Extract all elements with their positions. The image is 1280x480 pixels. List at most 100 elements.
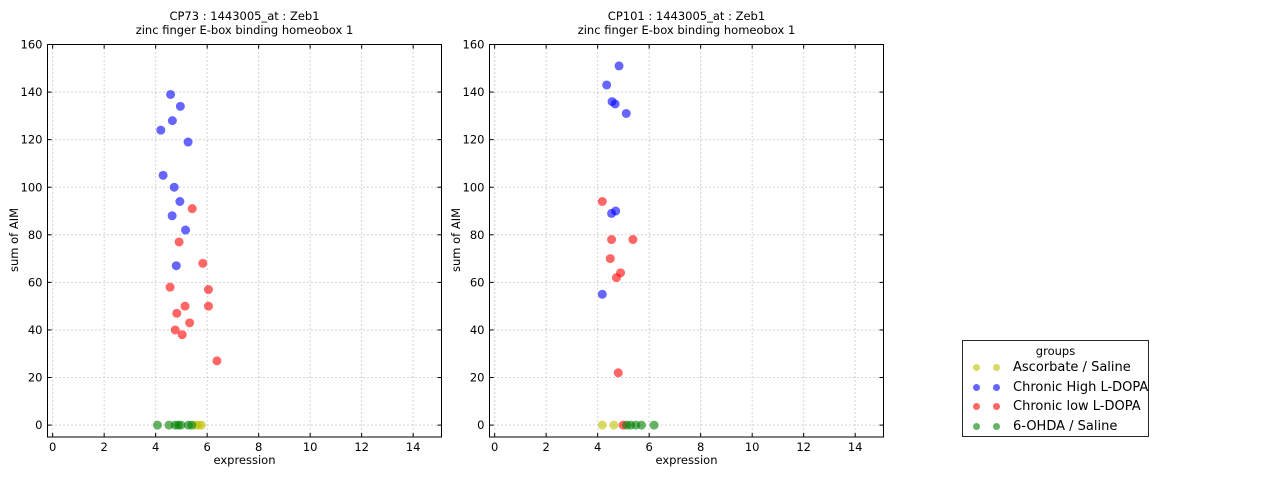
legend-row-ascorbate-saline: Ascorbate / Saline [963, 358, 1148, 378]
y-tick-label: 20 [470, 371, 485, 385]
y-tick-label: 80 [28, 228, 43, 242]
data-point [636, 420, 646, 430]
data-point [611, 206, 621, 216]
data-point [169, 182, 179, 192]
y-tick-label: 160 [21, 38, 43, 52]
plot-left-title-line1: CP73 : 1443005_at : Zeb1 [169, 9, 319, 23]
legend-label: Ascorbate / Saline [1013, 360, 1131, 376]
ascorbate-saline-marker-icon [973, 364, 980, 372]
data-point [156, 125, 166, 135]
data-point [649, 420, 659, 430]
plot-right-yaxis-label: sum of AIM [449, 208, 463, 272]
x-tick-label: 4 [152, 440, 159, 454]
plot-left-title-line2: zinc finger E-box binding homeobox 1 [136, 23, 354, 37]
data-point [609, 420, 619, 430]
data-point [203, 285, 213, 295]
data-point [185, 318, 195, 328]
legend-label: 6-OHDA / Saline [1013, 418, 1118, 434]
plot-left-xaxis-label: expression [213, 453, 275, 467]
y-tick-label: 20 [28, 371, 43, 385]
data-point [171, 261, 181, 271]
legend-label: Chronic low L-DOPA [1013, 399, 1141, 415]
data-point [165, 282, 175, 292]
data-point [610, 99, 620, 109]
y-tick-label: 60 [28, 275, 43, 289]
plot-left: CP73 : 1443005_at : Zeb1 zinc finger E-b… [7, 9, 442, 467]
data-point [203, 301, 213, 311]
y-tick-label: 40 [470, 323, 485, 337]
y-tick-label: 0 [477, 418, 484, 432]
data-point [597, 289, 607, 299]
x-tick-label: 14 [406, 440, 421, 454]
legend-row-chronic-low-ldopa: Chronic low L-DOPA [963, 397, 1148, 417]
chronic-high-ldopa-marker-icon [973, 383, 980, 391]
data-point [158, 170, 168, 180]
data-point [602, 80, 612, 90]
x-tick-label: 12 [796, 440, 811, 454]
y-tick-label: 60 [470, 275, 485, 289]
data-point [196, 420, 206, 430]
y-tick-label: 140 [21, 85, 43, 99]
6ohda-saline-marker-icon [973, 422, 980, 430]
chronic-low-ldopa-marker-icon [973, 403, 980, 411]
y-tick-label: 100 [21, 180, 43, 194]
x-tick-label: 0 [49, 440, 56, 454]
data-point [172, 308, 182, 318]
data-point [621, 108, 631, 118]
x-tick-label: 12 [354, 440, 369, 454]
axes-frame [47, 44, 442, 438]
data-point [597, 197, 607, 206]
data-point [605, 254, 615, 264]
data-point [166, 89, 176, 99]
data-point [167, 211, 177, 221]
x-tick-label: 8 [697, 440, 704, 454]
data-point [181, 225, 191, 235]
data-point [175, 101, 185, 111]
6ohda-saline-marker-icon [993, 422, 1000, 430]
data-point [607, 235, 617, 245]
data-point [187, 420, 197, 430]
data-point [198, 258, 208, 268]
plot-right-xaxis-label: expression [655, 453, 717, 467]
legend-box: groups Ascorbate / Saline Chronic High L… [962, 340, 1149, 437]
data-point [174, 237, 184, 247]
data-point [170, 325, 180, 335]
y-tick-label: 40 [28, 323, 43, 337]
x-tick-label: 10 [303, 440, 318, 454]
data-point [164, 420, 174, 430]
y-tick-label: 120 [21, 133, 43, 147]
plot-left-yaxis-label: sum of AIM [7, 208, 21, 272]
legend-label: Chronic High L-DOPA [1013, 379, 1149, 395]
x-tick-label: 10 [745, 440, 760, 454]
x-tick-label: 4 [594, 440, 601, 454]
data-point [177, 330, 187, 340]
plot-right: CP101 : 1443005_at : Zeb1 zinc finger E-… [449, 9, 884, 467]
x-tick-label: 8 [255, 440, 262, 454]
y-tick-label: 100 [463, 180, 485, 194]
data-point [180, 301, 190, 311]
legend-title: groups [1035, 344, 1076, 358]
x-tick-label: 6 [645, 440, 652, 454]
x-tick-label: 6 [203, 440, 210, 454]
data-point [628, 235, 638, 245]
y-tick-label: 120 [463, 133, 485, 147]
data-point [614, 61, 624, 71]
chronic-high-ldopa-marker-icon [993, 383, 1000, 391]
legend-row-6ohda-saline: 6-OHDA / Saline [963, 417, 1148, 437]
y-tick-label: 80 [470, 228, 485, 242]
data-point [183, 137, 193, 147]
chronic-low-ldopa-marker-icon [993, 403, 1000, 411]
y-tick-label: 160 [463, 38, 485, 52]
y-tick-label: 140 [463, 85, 485, 99]
legend-row-chronic-high-ldopa: Chronic High L-DOPA [963, 378, 1148, 398]
data-point [152, 420, 162, 430]
data-point [597, 420, 607, 430]
plot-right-title-line1: CP101 : 1443005_at : Zeb1 [608, 9, 765, 23]
x-tick-label: 2 [100, 440, 107, 454]
x-tick-label: 0 [491, 440, 498, 454]
ascorbate-saline-marker-icon [993, 364, 1000, 372]
